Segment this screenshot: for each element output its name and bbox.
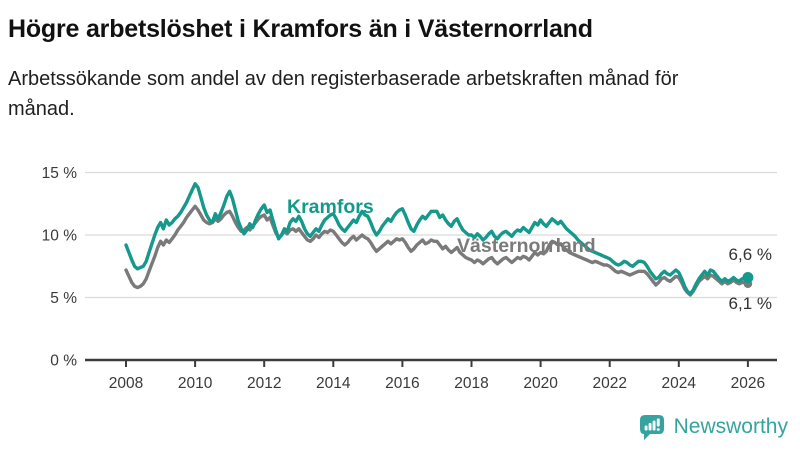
x-tick-label: 2022 [592,375,626,392]
series-end-dot [742,272,754,283]
x-tick-label: 2024 [662,375,697,392]
y-tick-label: 0 % [50,353,77,370]
x-tick-label: 2026 [731,375,765,392]
x-tick-label: 2008 [109,375,143,392]
newsworthy-logo: Newsworthy [638,413,788,441]
end-value-label: 6,6 % [729,245,772,264]
x-tick-label: 2014 [316,375,351,392]
x-tick-label: 2016 [385,375,419,392]
y-tick-label: 5 % [50,290,77,307]
x-tick-label: 2018 [454,375,488,392]
x-tick-label: 2020 [523,375,558,392]
vasternorrland-line [124,204,750,297]
x-tick-label: 2012 [247,375,281,392]
x-tick-label: 2010 [178,375,213,392]
chart-header: Högre arbetslöshet i Kramfors än i Väste… [8,6,794,124]
kramfors-line [124,182,750,296]
page-subtitle: Arbetssökande som andel av den registerb… [8,68,679,120]
brand-name: Newsworthy [673,415,788,438]
newsworthy-bubble-chart-icon [639,415,664,440]
end-value-label: 6,1 % [729,294,772,313]
page-title: Högre arbetslöshet i Kramfors än i Väste… [8,15,593,43]
series-label-kramfors: Kramfors [287,196,374,218]
y-tick-label: 15 % [42,165,78,182]
series-label-vasternorrland: Västernorrland [457,235,596,257]
y-tick-label: 10 % [42,228,78,245]
